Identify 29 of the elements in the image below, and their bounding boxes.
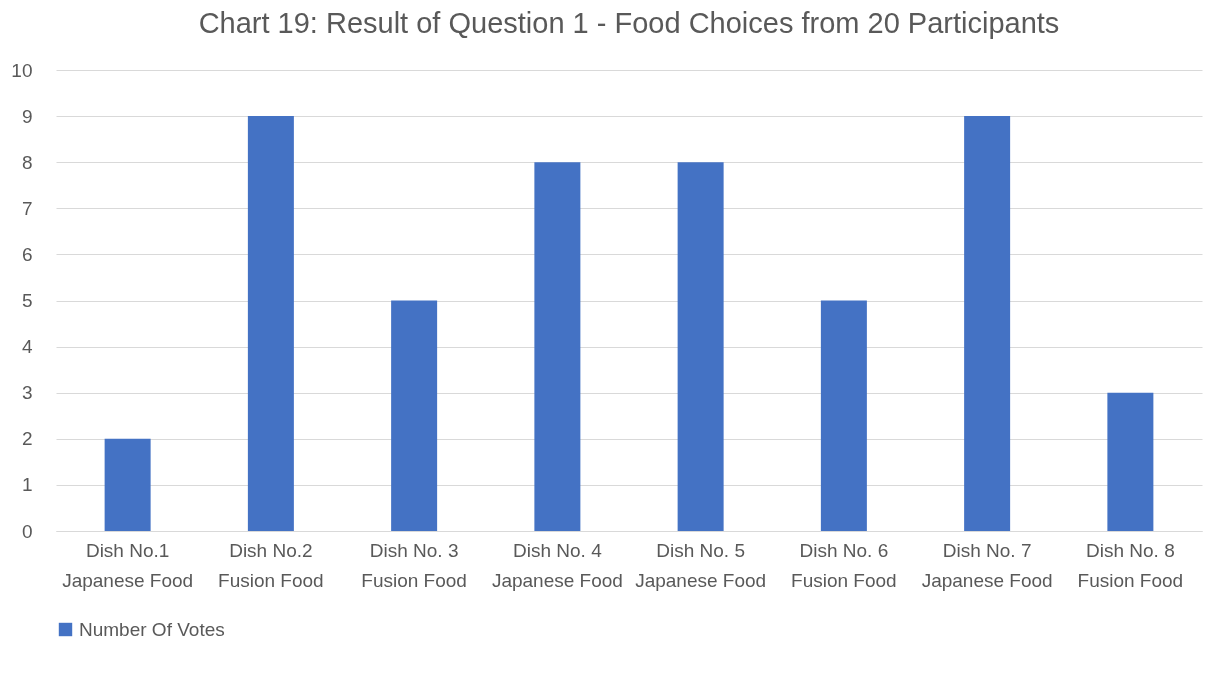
- y-tick-label: 8: [21, 151, 33, 173]
- x-tick-label: Dish No. 6 Fusion Food: [791, 539, 897, 591]
- bar: [820, 300, 867, 531]
- bar: [247, 116, 294, 531]
- bar: [391, 300, 438, 531]
- x-tick-label: Dish No.2 Fusion Food: [218, 539, 324, 591]
- y-tick-label: 9: [21, 105, 33, 127]
- legend-label: Number Of Votes: [79, 618, 225, 640]
- y-tick-label: 3: [21, 382, 33, 404]
- bar: [104, 438, 151, 531]
- y-tick-label: 1: [21, 474, 33, 496]
- x-tick-label: Dish No.1 Japanese Food: [62, 539, 194, 591]
- x-tick-label: Dish No. 4 Japanese Food: [491, 539, 623, 591]
- y-tick-label: 4: [21, 336, 33, 358]
- bar: [677, 162, 724, 531]
- bar: [964, 116, 1011, 531]
- x-tick-label: Dish No. 7 Japanese Food: [921, 539, 1053, 591]
- y-tick-label: 10: [11, 59, 33, 81]
- x-tick-label: Dish No. 3 Fusion Food: [361, 539, 467, 591]
- x-tick-label: Dish No. 8 Fusion Food: [1077, 539, 1184, 591]
- y-tick-label: 6: [21, 243, 33, 265]
- y-tick-label: 7: [21, 197, 33, 219]
- x-tick-label: Dish No. 5 Japanese Food: [635, 539, 767, 591]
- chart-title: Chart 19: Result of Question 1 - Food Choices from 20 Participants: [198, 7, 1060, 39]
- bar: [534, 162, 581, 531]
- y-tick-label: 5: [21, 290, 33, 311]
- bar: [1107, 392, 1154, 531]
- y-tick-label: 0: [21, 520, 33, 542]
- y-tick-label: 2: [21, 428, 33, 450]
